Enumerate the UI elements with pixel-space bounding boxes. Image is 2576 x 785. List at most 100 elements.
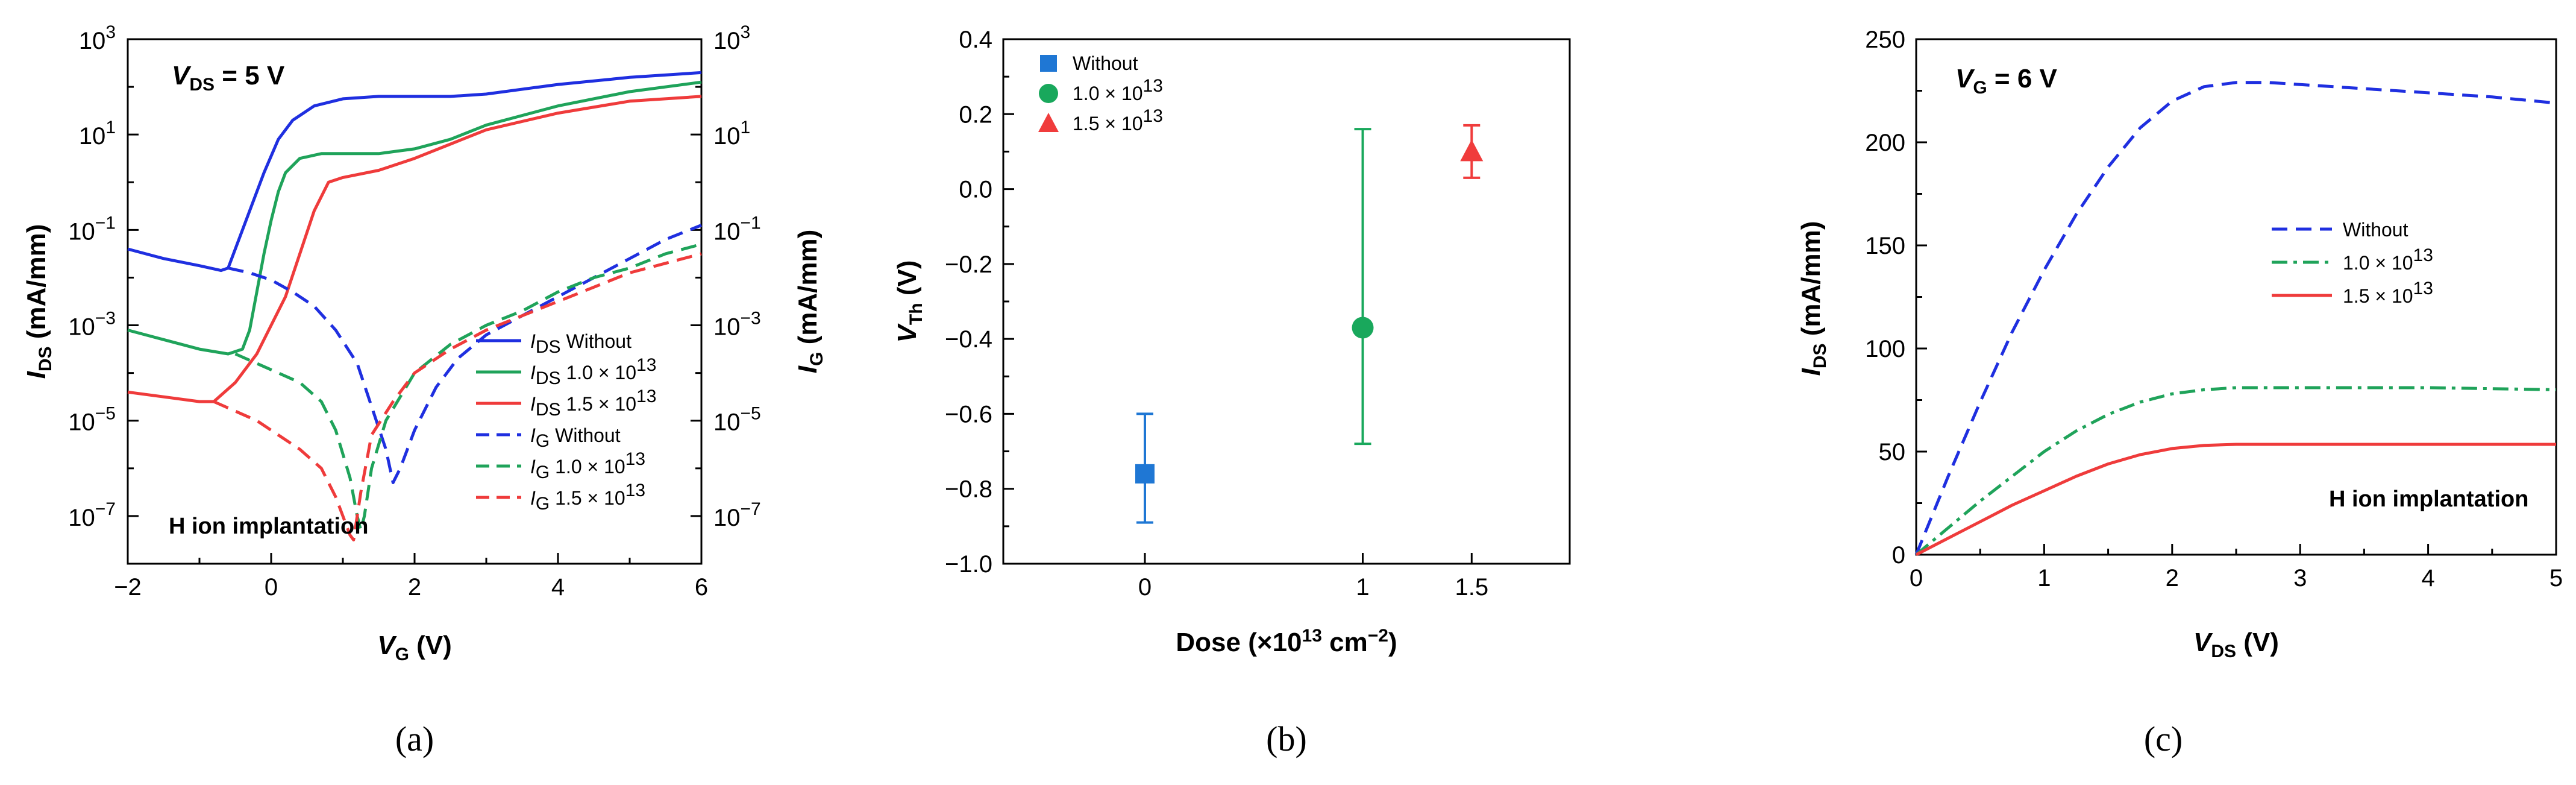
panel-b-y-tick-label: −0.6 — [945, 401, 992, 427]
legend-text: 1.0 × 10 — [561, 362, 636, 383]
panel-a-label: (a) — [395, 719, 434, 758]
panel-c-series-line — [1915, 443, 2556, 556]
panel-a-y-tick-label-left: 101 — [79, 118, 116, 150]
tick-exponent: 3 — [105, 22, 116, 42]
panel-c-series — [1914, 81, 2557, 556]
panel-c-legend-label: 1.5 × 1013 — [2343, 279, 2433, 307]
tick-exponent: −1 — [741, 213, 761, 233]
tick-exponent: −7 — [741, 499, 761, 519]
panel-a-series-line — [127, 95, 702, 403]
panel-a-y-tick-label-left: 103 — [79, 22, 116, 54]
panel-b-x-tick-label: 1 — [1356, 574, 1369, 601]
panel-c-x-tick-label: 4 — [2421, 565, 2434, 591]
legend-sup: 13 — [1143, 76, 1163, 96]
panel-a-x-axis-title: VG (V) — [377, 631, 452, 664]
legend-qty: I — [530, 393, 536, 415]
panel-b-legend-marker — [1040, 55, 1057, 72]
panel-a-x-tick-label: 0 — [265, 574, 278, 601]
legend-text: 1.0 × 10 — [1073, 83, 1143, 104]
tick-mantissa: 10 — [713, 314, 741, 341]
panel-c-y-tick-label: 0 — [1892, 542, 1905, 569]
legend-sup: 13 — [625, 481, 645, 500]
panel-a-y-tick-label-right: 10−7 — [713, 499, 761, 531]
panel-c-x-tick-label: 0 — [1910, 565, 1923, 591]
panel-c-y-tick-label: 100 — [1865, 336, 1905, 362]
panel-b-points — [1135, 124, 1484, 524]
panel-a-y-tick-label-right: 10−5 — [713, 404, 761, 436]
panel-a-legend-label: IDS Without — [530, 330, 631, 357]
panel-a-x-ticks: −2 0 2 4 6 — [114, 553, 708, 601]
panel-b-point — [1460, 139, 1484, 162]
panel-a-x-tick-label: 4 — [551, 574, 565, 601]
panel-a-series-line — [127, 71, 702, 273]
panel-c-y-tick-label: 250 — [1865, 27, 1905, 53]
legend-qty: I — [530, 487, 536, 509]
legend-qty: I — [530, 456, 536, 478]
tick-mantissa: 10 — [68, 505, 95, 531]
panel-b-y-tick-label: 0.0 — [959, 177, 992, 203]
tick-exponent: −7 — [95, 499, 116, 519]
tick-exponent: 1 — [105, 118, 116, 137]
legend-sup: 13 — [636, 386, 656, 406]
panel-a-y-tick-label-right: 101 — [713, 118, 750, 150]
panel-c-annotation-vg: VG = 6 V — [1955, 64, 2058, 98]
panel-c-series-line — [1914, 81, 2557, 555]
panel-b: 0 1 1.5 0.40.20.0−0.2−0.4−0.6−0.8−1.0 With… — [892, 27, 1571, 758]
panel-a-y-tick-label-left: 10−7 — [68, 499, 116, 531]
panel-c-y-ticks: 0 50 100 150 200 250 — [1865, 27, 1927, 569]
tick-mantissa: 10 — [68, 218, 95, 245]
panel-b-point — [1135, 464, 1155, 484]
panel-b-y-ticks: 0.4 0.2 0.0 −0.2 −0.4 −0.6 −0.8 −1.0 — [945, 27, 1014, 578]
panel-b-y-tick-label: −0.4 — [945, 326, 992, 353]
panel-c-frame — [1915, 38, 2557, 556]
panel-a-y-tick-label-right: 10−1 — [713, 213, 761, 245]
panel-c-y-tick-label: 50 — [1879, 439, 1906, 465]
tick-exponent: 3 — [741, 22, 751, 42]
panel-a-legend-label: IG 1.0 × 1013 — [530, 449, 645, 482]
legend-qty-sub: DS — [536, 337, 561, 357]
tick-mantissa: 10 — [713, 409, 741, 436]
panel-b-label: (b) — [1266, 719, 1307, 758]
tick-mantissa: 10 — [68, 314, 95, 341]
legend-qty-sub: DS — [536, 368, 561, 388]
panel-a-y-tick-label-left: 10−5 — [68, 404, 116, 436]
tick-exponent: 1 — [741, 118, 751, 137]
legend-text: Without — [561, 330, 631, 352]
legend-qty: I — [530, 330, 536, 352]
panel-b-legend-label: 1.5 × 1013 — [1073, 106, 1163, 134]
panel-a-y-tick-label-left: 10−1 — [68, 213, 116, 245]
tick-mantissa: 10 — [79, 123, 106, 150]
panel-a-y-tick-label-right: 103 — [713, 22, 750, 54]
panel-b-legend-marker — [1039, 84, 1058, 103]
panel-c-x-tick-label: 5 — [2549, 565, 2563, 591]
panel-a-x-tick-label: 6 — [695, 574, 708, 601]
panel-a-legend-label: IDS 1.0 × 1013 — [530, 355, 656, 388]
panel-c-x-ticks: 0 1 2 3 4 5 — [1910, 544, 2563, 591]
panel-b-point — [1352, 317, 1374, 339]
legend-text: 1.5 × 10 — [561, 393, 636, 415]
tick-mantissa: 10 — [713, 505, 741, 531]
legend-sup: 13 — [2413, 279, 2433, 298]
panel-b-x-ticks: 0 1 1.5 — [1138, 553, 1488, 601]
legend-sup: 13 — [2413, 245, 2433, 265]
tick-exponent: −5 — [95, 404, 116, 424]
panel-a-frame — [127, 38, 703, 565]
panel-b-y-tick-label: 0.4 — [959, 27, 992, 53]
panel-c-x-tick-label: 3 — [2293, 565, 2307, 591]
legend-qty: I — [530, 424, 536, 446]
panel-b-legend-label: 1.0 × 1013 — [1073, 76, 1163, 104]
panel-a-legend-label: IG 1.5 × 1013 — [530, 481, 645, 514]
panel-c-label: (c) — [2144, 719, 2183, 758]
panel-c-series-line — [1915, 386, 2557, 556]
panel-a-y-tick-label-right: 10−3 — [713, 309, 761, 341]
panel-a-x-tick-label: 2 — [408, 574, 421, 601]
panel-c-y-axis-title: IDS (mA/mm) — [1796, 221, 1830, 376]
legend-text: 1.0 × 10 — [550, 456, 625, 478]
legend-sup: 13 — [1143, 106, 1163, 126]
tick-exponent: −5 — [741, 404, 761, 424]
panel-c-x-tick-label: 1 — [2037, 565, 2051, 591]
